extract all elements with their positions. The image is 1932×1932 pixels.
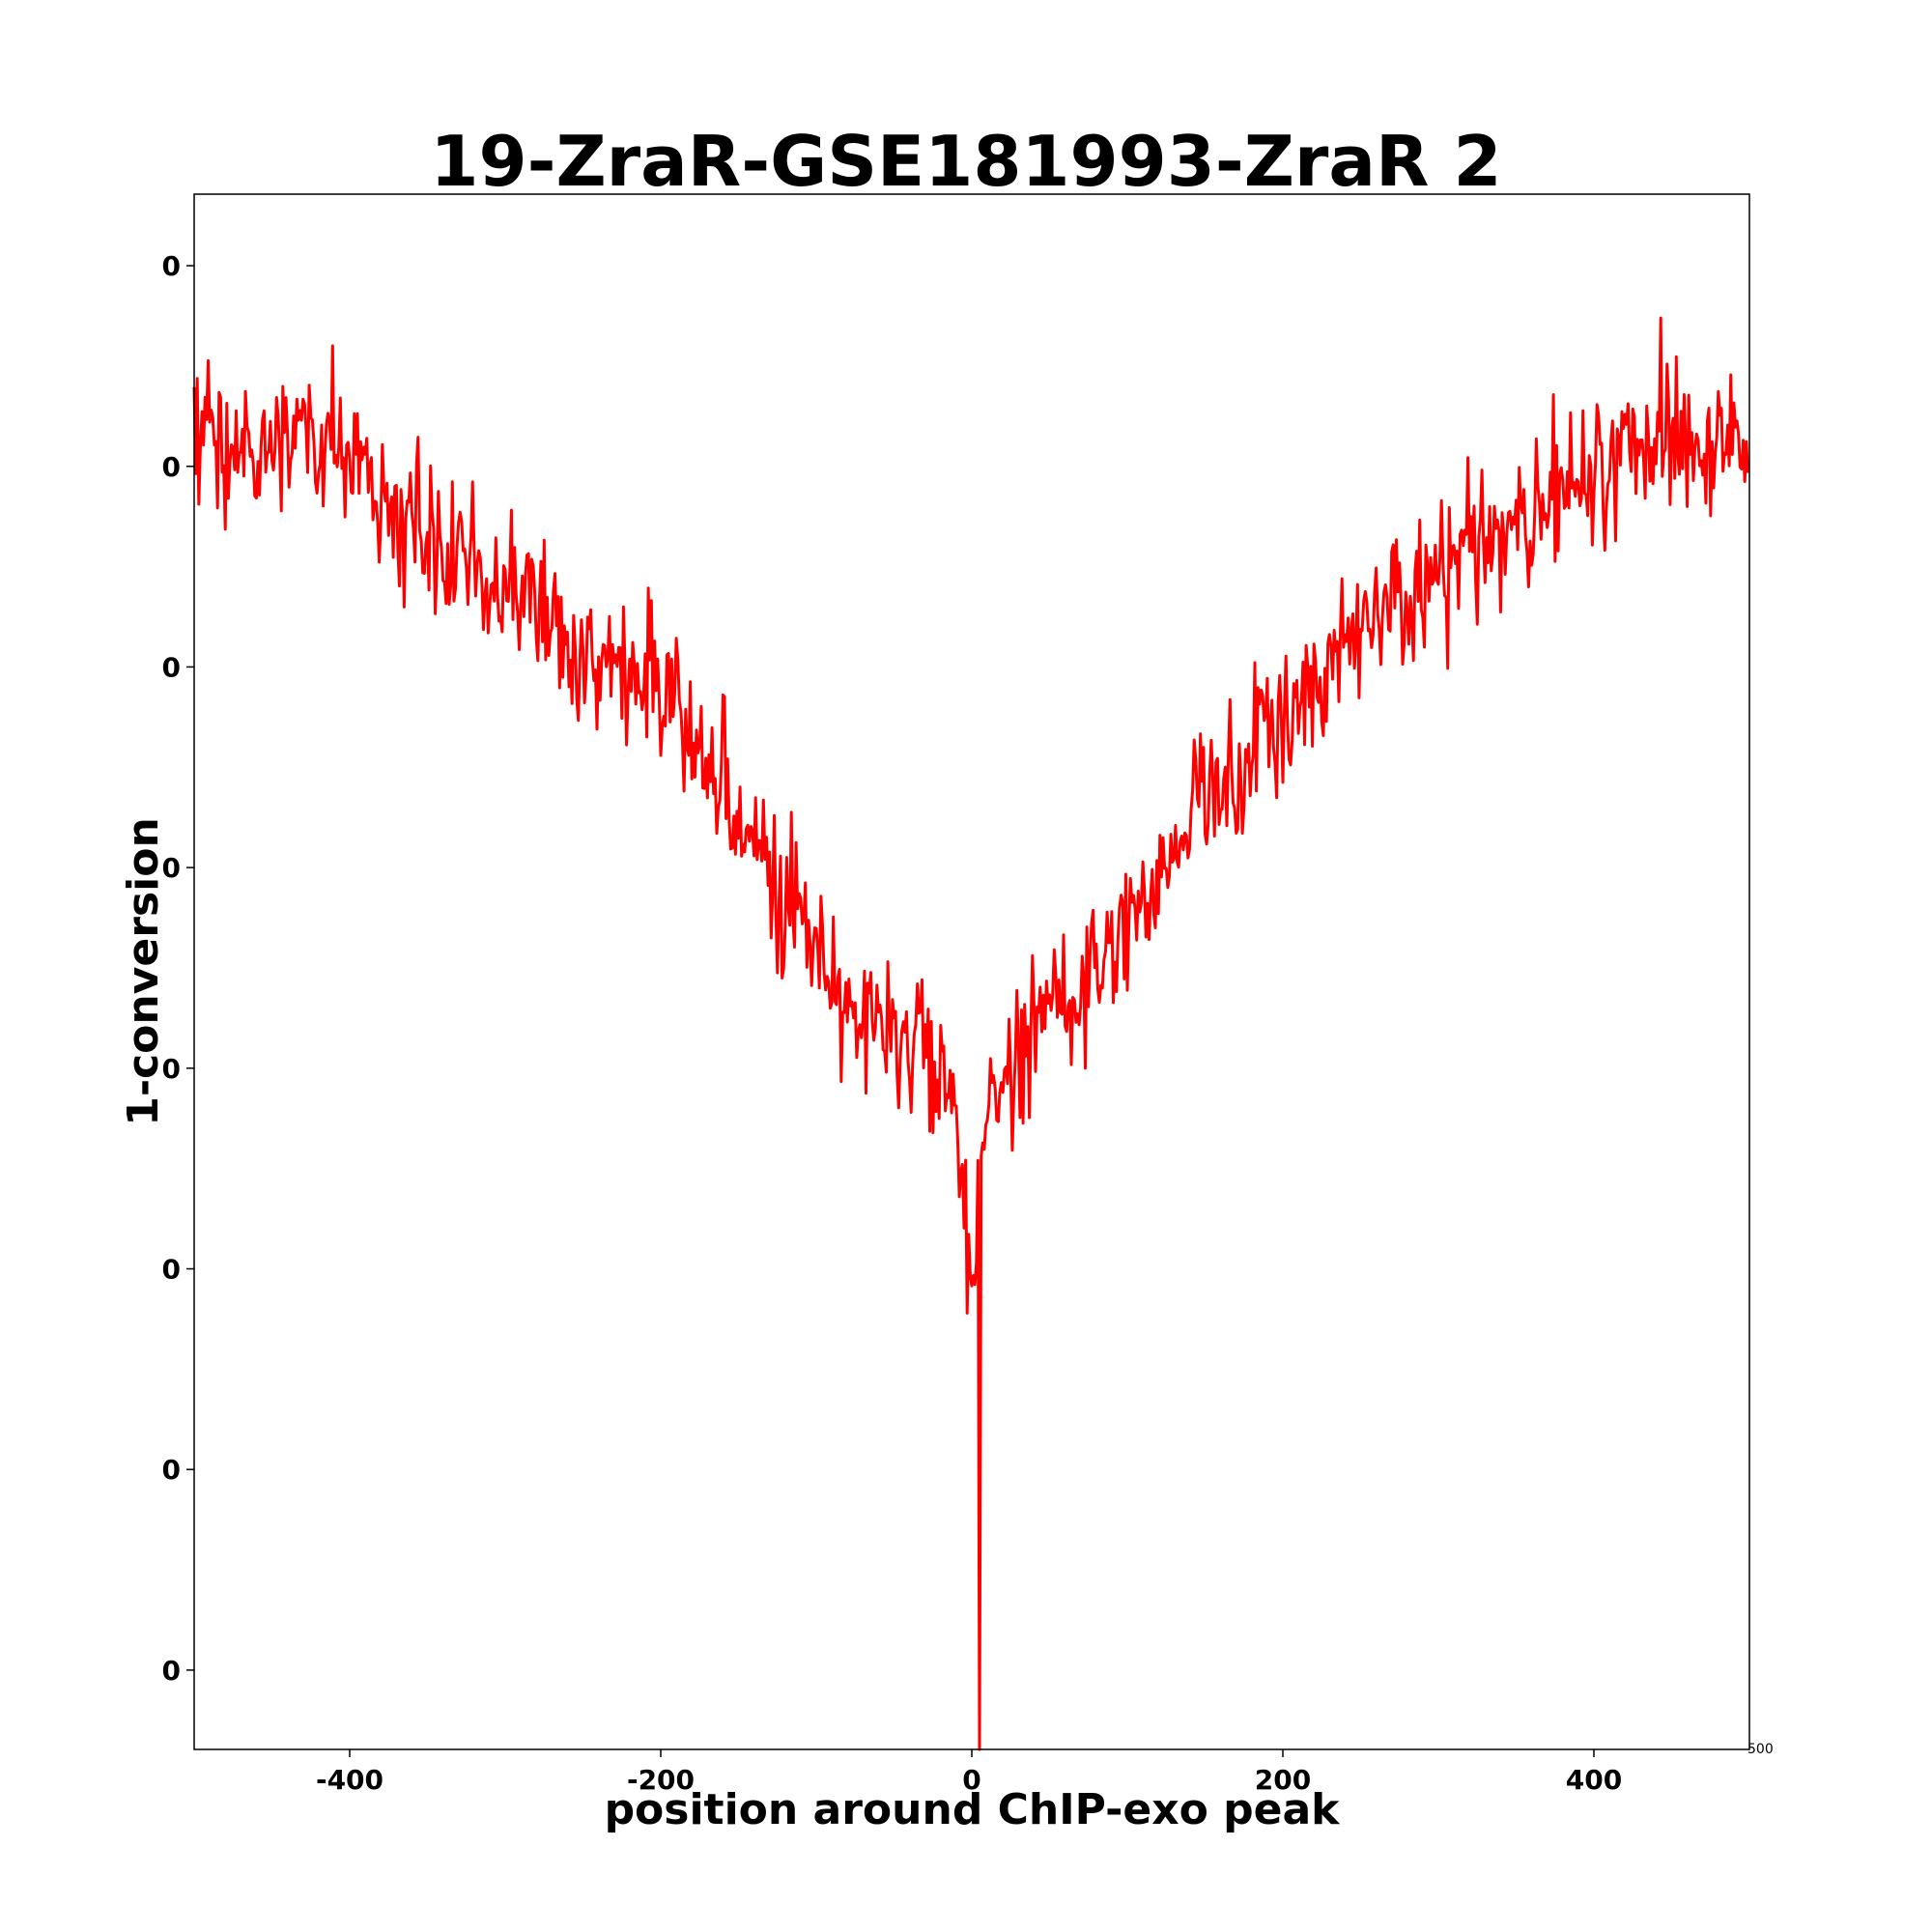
x-tick-label: -400	[316, 1764, 384, 1796]
x-axis-title: position around ChIP-exo peak	[605, 1785, 1342, 1834]
y-tick-label: 0	[162, 1454, 181, 1486]
y-tick-label: 0	[162, 1053, 181, 1085]
x-edge-tick-label: 500	[1747, 1742, 1774, 1757]
y-tick-label: 0	[162, 1254, 181, 1286]
chart-title: 19-ZraR-GSE181993-ZraR 2	[430, 121, 1501, 202]
y-tick-label: 0	[162, 852, 181, 884]
x-axis-ticks: -400 -200 0 200 400 500	[316, 1742, 1774, 1796]
y-tick-label: 0	[162, 651, 181, 683]
x-tick-label: -200	[627, 1764, 695, 1796]
x-tick-label: 400	[1566, 1764, 1622, 1796]
y-tick-label: 0	[162, 1655, 181, 1687]
plot-frame	[193, 193, 1750, 1750]
y-tick-label: 0	[162, 451, 181, 483]
y-tick-label: 0	[162, 250, 181, 282]
x-tick-label: 0	[962, 1764, 980, 1796]
series-line	[192, 316, 1750, 1751]
y-axis-ticks: 0 0 0 0 0 0 0 0	[162, 250, 194, 1687]
y-axis-title: 1-conversion	[119, 817, 168, 1126]
x-tick-label: 200	[1255, 1764, 1311, 1796]
